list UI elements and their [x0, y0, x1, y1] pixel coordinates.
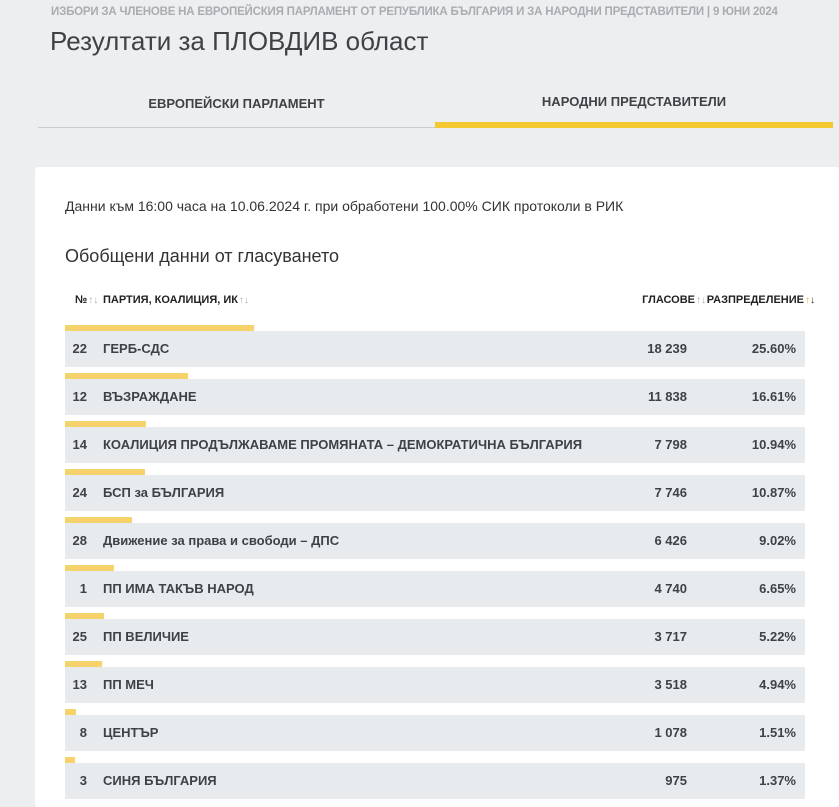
- party-number: 25: [72, 629, 87, 644]
- party-share: 5.22%: [759, 629, 796, 644]
- share-bar: [65, 709, 77, 715]
- row-background: [65, 571, 805, 607]
- party-share: 10.94%: [751, 437, 796, 452]
- table-header: №↑↓ ПАРТИЯ, КОАЛИЦИЯ, ИК↑↓ ГЛАСОВЕ↑↓ РАЗ…: [65, 294, 815, 310]
- table-row: 24 БСП за БЪЛГАРИЯ 7 746 10.87%: [65, 469, 805, 511]
- party-votes: 1 078: [654, 725, 687, 740]
- column-header-share[interactable]: РАЗПРЕДЕЛЕНИЕ↑↓: [707, 294, 815, 306]
- share-bar: [65, 661, 102, 667]
- column-header-number[interactable]: №↑↓: [75, 294, 98, 306]
- row-background: [65, 619, 805, 655]
- sort-desc-active-icon: ↑↓: [805, 295, 815, 306]
- party-share: 1.37%: [759, 773, 796, 788]
- tab-national-assembly[interactable]: НАРОДНИ ПРЕДСТАВИТЕЛИ: [435, 80, 833, 128]
- party-number: 3: [79, 773, 87, 788]
- party-share: 10.87%: [751, 485, 796, 500]
- party-share: 16.61%: [751, 389, 796, 404]
- column-header-votes[interactable]: ГЛАСОВЕ↑↓: [642, 294, 706, 306]
- party-name: ПП МЕЧ: [103, 677, 154, 692]
- party-share: 6.65%: [759, 581, 796, 596]
- row-background: [65, 331, 805, 367]
- sort-icon: ↑↓: [696, 295, 706, 306]
- election-supertitle: ИЗБОРИ ЗА ЧЛЕНОВЕ НА ЕВРОПЕЙСКИЯ ПАРЛАМЕ…: [51, 6, 778, 18]
- party-number: 14: [72, 437, 87, 452]
- table-row: 1 ПП ИМА ТАКЪВ НАРОД 4 740 6.65%: [65, 565, 805, 607]
- party-number: 28: [72, 533, 87, 548]
- party-number: 24: [72, 485, 87, 500]
- row-background: [65, 427, 805, 463]
- table-row: 25 ПП ВЕЛИЧИЕ 3 717 5.22%: [65, 613, 805, 655]
- row-background: [65, 475, 805, 511]
- data-status-line: Данни към 16:00 часа на 10.06.2024 г. пр…: [65, 198, 624, 214]
- share-bar: [65, 613, 104, 619]
- table-row: 22 ГЕРБ-СДС 18 239 25.60%: [65, 325, 805, 367]
- column-header-votes-label: ГЛАСОВЕ: [642, 294, 695, 306]
- table-row: 12 ВЪЗРАЖДАНЕ 11 838 16.61%: [65, 373, 805, 415]
- party-share: 4.94%: [759, 677, 796, 692]
- section-title: Обобщени данни от гласуването: [65, 246, 340, 266]
- party-number: 22: [72, 341, 87, 356]
- row-background: [65, 523, 805, 559]
- party-name: Движение за права и свободи – ДПС: [103, 533, 340, 548]
- election-tabs: ЕВРОПЕЙСКИ ПАРЛАМЕНТ НАРОДНИ ПРЕДСТАВИТЕ…: [38, 80, 833, 128]
- share-bar: [65, 373, 188, 379]
- page-title: Резултати за ПЛОВДИВ област: [50, 26, 429, 56]
- party-number: 12: [72, 389, 87, 404]
- party-votes: 7 798: [654, 437, 687, 452]
- share-bar: [65, 565, 115, 571]
- table-row: 3 СИНЯ БЪЛГАРИЯ 975 1.37%: [65, 757, 805, 799]
- share-bar: [65, 517, 132, 523]
- party-share: 25.60%: [751, 341, 796, 356]
- party-name: БСП за БЪЛГАРИЯ: [103, 485, 225, 500]
- table-row: 13 ПП МЕЧ 3 518 4.94%: [65, 661, 805, 703]
- party-name: СИНЯ БЪЛГАРИЯ: [103, 773, 217, 788]
- party-votes: 6 426: [654, 533, 687, 548]
- results-card: Данни към 16:00 часа на 10.06.2024 г. пр…: [35, 167, 839, 807]
- tab-european-parliament[interactable]: ЕВРОПЕЙСКИ ПАРЛАМЕНТ: [38, 80, 435, 128]
- party-name: КОАЛИЦИЯ ПРОДЪЛЖАВАМЕ ПРОМЯНАТА – ДЕМОКР…: [103, 437, 583, 452]
- row-background: [65, 667, 805, 703]
- sort-icon: ↑↓: [238, 295, 249, 306]
- share-bar: [65, 325, 255, 331]
- party-votes: 11 838: [647, 389, 687, 404]
- sort-icon: ↑↓: [88, 295, 99, 306]
- share-bar: [65, 469, 146, 475]
- share-bar: [65, 757, 76, 763]
- column-header-party-label: ПАРТИЯ, КОАЛИЦИЯ, ИК: [103, 294, 238, 306]
- row-background: [65, 379, 805, 415]
- column-header-share-label: РАЗПРЕДЕЛЕНИЕ: [706, 294, 804, 306]
- row-background: [65, 715, 805, 751]
- party-votes: 4 740: [654, 581, 687, 596]
- table-row: 8 ЦЕНТЪР 1 078 1.51%: [65, 709, 805, 751]
- party-number: 13: [72, 677, 87, 692]
- party-number: 8: [79, 725, 87, 740]
- table-row: 14 КОАЛИЦИЯ ПРОДЪЛЖАВАМЕ ПРОМЯНАТА – ДЕМО…: [65, 421, 805, 463]
- column-header-party[interactable]: ПАРТИЯ, КОАЛИЦИЯ, ИК↑↓: [103, 294, 249, 306]
- party-name: ГЕРБ-СДС: [103, 341, 170, 356]
- party-name: ПП ВЕЛИЧИЕ: [103, 629, 189, 644]
- party-votes: 3 717: [654, 629, 687, 644]
- party-votes: 18 239: [647, 341, 687, 356]
- party-name: ПП ИМА ТАКЪВ НАРОД: [103, 581, 254, 596]
- party-name: ЦЕНТЪР: [103, 725, 159, 740]
- share-bar: [65, 421, 146, 427]
- table-row: 28 Движение за права и свободи – ДПС 6 426…: [65, 517, 805, 559]
- column-header-number-label: №: [75, 294, 88, 306]
- party-votes: 3 518: [654, 677, 687, 692]
- party-votes: 7 746: [654, 485, 687, 500]
- party-share: 1.51%: [759, 725, 796, 740]
- party-number: 1: [79, 581, 87, 596]
- party-votes: 975: [665, 773, 687, 788]
- party-name: ВЪЗРАЖДАНЕ: [103, 389, 197, 404]
- party-share: 9.02%: [759, 533, 796, 548]
